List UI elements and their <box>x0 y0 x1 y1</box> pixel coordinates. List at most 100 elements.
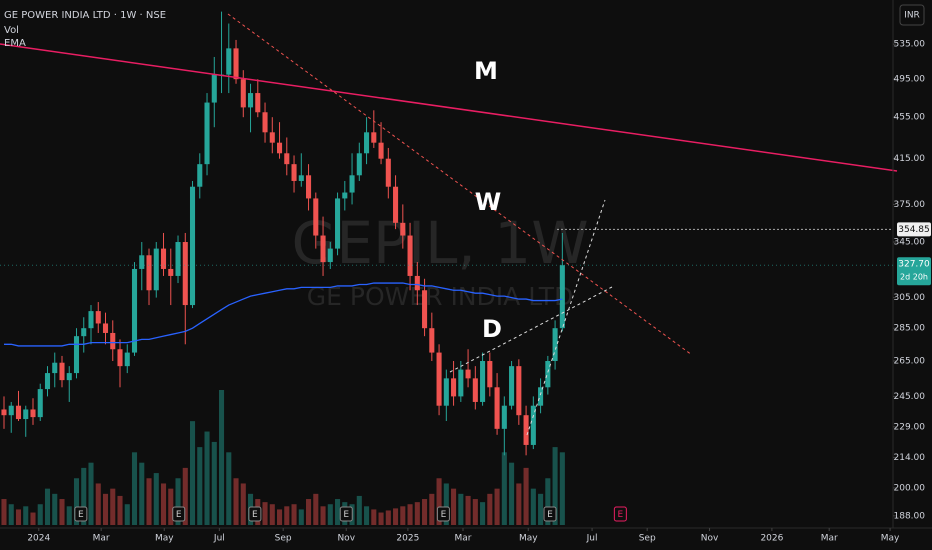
volume-bar <box>95 483 101 525</box>
volume-bar <box>59 499 65 525</box>
ema-line <box>3 282 563 347</box>
x-tick-label: Mar <box>455 534 472 544</box>
volume-bar <box>393 508 399 525</box>
x-tick-label: Nov <box>337 534 355 544</box>
level-box <box>897 222 931 237</box>
candle-body <box>335 198 341 249</box>
trendline <box>449 286 613 373</box>
candle-body <box>378 142 384 159</box>
x-tick-label: Sep <box>639 534 656 544</box>
candle-body <box>277 142 283 154</box>
candle-body <box>494 387 500 429</box>
x-tick-label: 2025 <box>396 534 419 544</box>
volume-bar <box>472 499 478 525</box>
volume-bar <box>81 467 87 525</box>
volume-bar <box>291 504 297 525</box>
candle-body <box>559 265 565 329</box>
earnings-marker <box>172 506 186 522</box>
volume-bar <box>327 504 333 525</box>
candle-body <box>146 255 152 291</box>
candle-body <box>291 164 297 181</box>
candle-body <box>523 415 529 445</box>
volume-bar <box>458 493 464 525</box>
candle-body <box>168 268 174 276</box>
candle-body <box>117 349 123 367</box>
annotation: D <box>482 315 502 343</box>
candle-body <box>313 198 319 236</box>
volume-bar <box>277 509 283 525</box>
y-tick-label: 535.00 <box>894 40 926 50</box>
x-tick-label: May <box>519 534 538 544</box>
candle-body <box>385 158 391 187</box>
earnings-marker <box>543 506 557 522</box>
volume-bar <box>436 478 442 525</box>
x-tick-label: May <box>881 534 900 544</box>
volume-bar <box>233 478 239 525</box>
x-tick-label: Mar <box>821 534 838 544</box>
candle-body <box>501 405 507 429</box>
candle-body <box>465 369 471 379</box>
volume-bar <box>146 478 152 525</box>
candle-body <box>487 361 493 388</box>
y-tick-label: 200.00 <box>894 483 926 493</box>
volume-bar <box>552 447 558 525</box>
candle-body <box>88 311 94 329</box>
earnings-label: E <box>78 510 84 520</box>
candle-body <box>211 74 217 103</box>
volume-bar <box>371 509 377 525</box>
volume-bar <box>422 499 428 525</box>
candle-body <box>458 369 464 397</box>
candle-body <box>8 405 14 416</box>
volume-bar <box>15 509 22 525</box>
volume-bar <box>124 504 130 525</box>
candle-body <box>247 93 254 108</box>
volume-bar <box>284 506 290 525</box>
volume-bar <box>443 483 449 525</box>
x-tick-label: Mar <box>93 534 110 544</box>
volume-bar <box>37 504 43 525</box>
volume-bar <box>8 504 14 525</box>
y-tick-label: 495.00 <box>894 75 926 85</box>
candle-body <box>95 311 101 324</box>
candle-body <box>226 48 232 75</box>
currency: INR <box>904 11 920 21</box>
price-label: 327.70 <box>898 260 930 270</box>
watermark-subtitle: GE POWER INDIA LTD <box>307 282 573 311</box>
candle-body <box>233 48 239 80</box>
candle-body <box>306 175 312 199</box>
volume-bar <box>52 493 58 525</box>
volume-bar <box>494 488 500 525</box>
earnings-label: E <box>441 510 447 520</box>
legend-entry: EMA <box>4 38 26 49</box>
volume-bar <box>385 510 391 525</box>
candle-body <box>110 332 116 350</box>
candle-body <box>320 235 326 263</box>
volume-bar <box>262 502 268 525</box>
volume-bar <box>44 488 51 525</box>
candle-body <box>204 102 210 165</box>
y-tick-label: 455.00 <box>894 113 926 123</box>
chart-title: GE POWER INDIA LTD · 1W · NSE <box>4 10 166 21</box>
candle-body <box>15 405 22 420</box>
y-tick-label: 285.00 <box>894 324 926 334</box>
volume-bar <box>501 452 507 525</box>
annotation: M <box>474 57 498 85</box>
candle-body <box>552 328 558 362</box>
volume-bar <box>1 499 7 525</box>
candle-body <box>81 328 87 337</box>
y-tick-label: 229.00 <box>894 422 926 432</box>
volume-bar <box>168 488 174 525</box>
volume-bar <box>313 493 319 525</box>
candle-body <box>422 290 428 329</box>
volume-bar <box>117 495 123 525</box>
x-tick-label: Nov <box>701 534 719 544</box>
volume-bar <box>407 504 413 525</box>
volume-bar <box>516 483 522 525</box>
candle-body <box>73 336 80 374</box>
volume-bar <box>211 441 217 525</box>
candle-body <box>1 409 7 416</box>
volume-bar <box>538 493 544 525</box>
candle-body <box>364 132 370 154</box>
volume-bar <box>240 483 246 525</box>
volume-bar <box>30 512 36 525</box>
